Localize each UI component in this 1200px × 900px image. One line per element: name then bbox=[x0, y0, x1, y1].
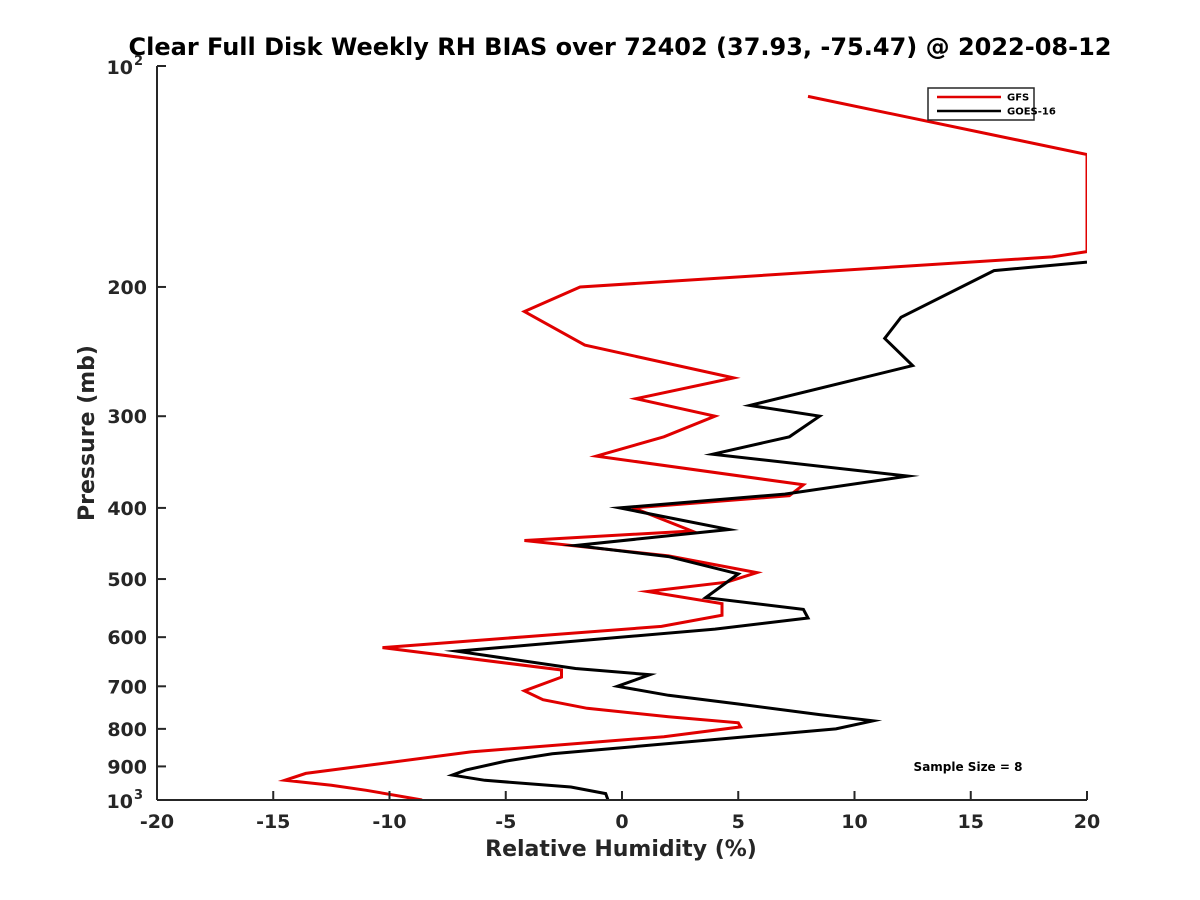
legend-label-gfs: GFS bbox=[1007, 93, 1029, 104]
plot-background bbox=[157, 66, 1087, 800]
x-tick-label: 5 bbox=[732, 811, 745, 833]
x-tick-label: -20 bbox=[140, 811, 174, 833]
x-tick-label: -15 bbox=[256, 811, 290, 833]
y-axis-label: Pressure (mb) bbox=[75, 345, 100, 521]
y-tick-label-top-exponent: 2 bbox=[134, 54, 143, 69]
x-tick-label: -5 bbox=[495, 811, 516, 833]
y-tick-label: 600 bbox=[107, 627, 147, 649]
legend-label-goes-16: GOES-16 bbox=[1007, 107, 1056, 118]
y-tick-label: 200 bbox=[107, 277, 147, 299]
plot-area bbox=[157, 66, 1087, 800]
x-tick-label: 15 bbox=[958, 811, 984, 833]
y-tick-label: 800 bbox=[107, 719, 147, 741]
chart-title: Clear Full Disk Weekly RH BIAS over 7240… bbox=[129, 33, 1112, 61]
y-tick-label: 900 bbox=[107, 756, 147, 778]
series-layer bbox=[277, 94, 1087, 800]
axes: -20 -15 -10 -5 0 5 10 15 20 200 300 400 500 600 700 800… bbox=[107, 54, 1101, 833]
sample-size-annotation: Sample Size = 8 bbox=[914, 760, 1023, 774]
y-tick-label: 400 bbox=[107, 498, 147, 520]
y-tick-label-bottom: 10 bbox=[107, 791, 133, 813]
x-tick-label: 10 bbox=[841, 811, 867, 833]
legend-box bbox=[927, 87, 1035, 121]
x-tick-label: 0 bbox=[615, 811, 628, 833]
series-line-gfs bbox=[277, 94, 1087, 800]
series-line-goes-16 bbox=[443, 260, 1087, 800]
y-tick-label: 300 bbox=[107, 406, 147, 428]
y-tick-label-top: 10 bbox=[107, 57, 133, 79]
y-tick-label-bottom-exponent: 3 bbox=[134, 788, 143, 803]
x-axis-label: Relative Humidity (%) bbox=[485, 837, 757, 862]
x-tick-label: 20 bbox=[1074, 811, 1100, 833]
y-tick-label: 700 bbox=[107, 676, 147, 698]
y-tick-label: 500 bbox=[107, 569, 147, 591]
legend: GFS GOES-16 bbox=[927, 87, 1056, 121]
x-tick-label: -10 bbox=[372, 811, 406, 833]
